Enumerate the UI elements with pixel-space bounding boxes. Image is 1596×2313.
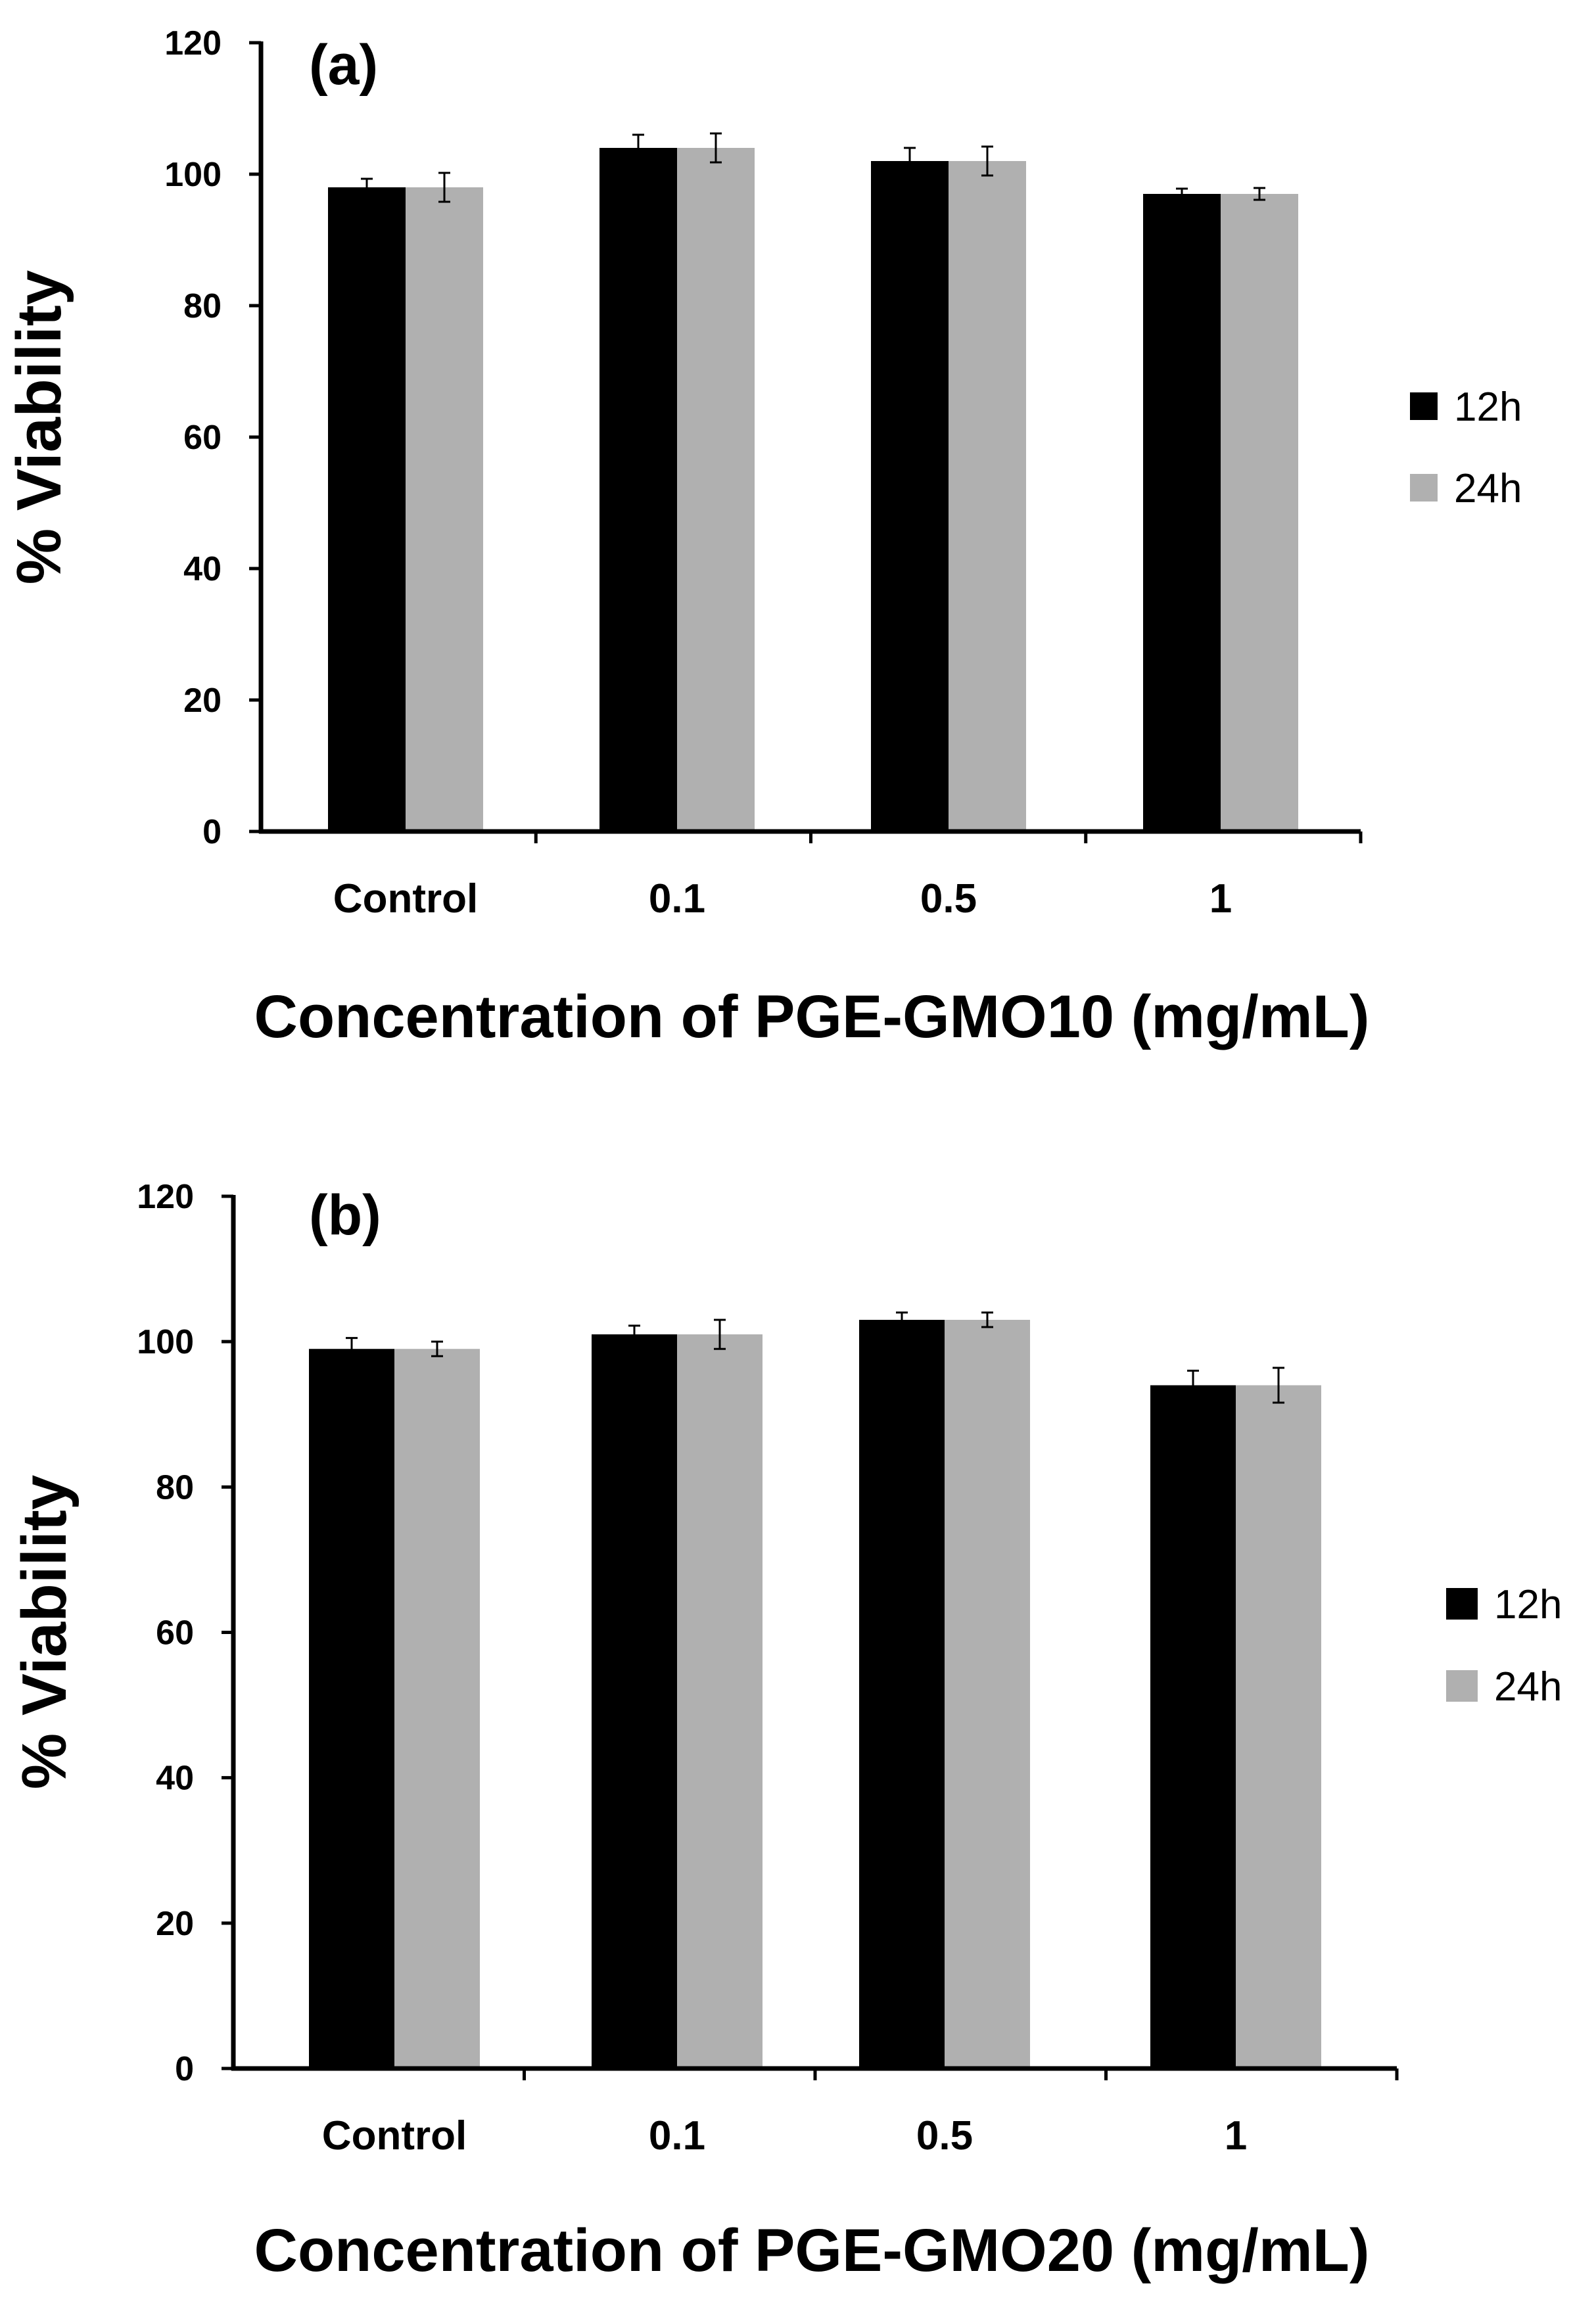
error-bar-24h-0.5 — [981, 145, 993, 177]
legend-label-12h: 12h — [1454, 385, 1522, 430]
bar-24h-Control — [406, 187, 483, 831]
bar-24h-0.5 — [945, 1319, 1030, 2068]
bar-24h-Control — [394, 1349, 480, 2068]
error-bar-12h-0.1 — [628, 1324, 640, 1344]
x-tick-label-Control: Control — [322, 2113, 467, 2159]
bar-12h-0.1 — [599, 148, 677, 831]
y-tick-label-80: 80 — [183, 287, 222, 325]
error-bar-12h-0.1 — [632, 133, 644, 162]
error-bar-12h-0.5 — [904, 147, 916, 175]
legend-label-24h: 24h — [1454, 466, 1522, 511]
y-axis-title: % Viability — [4, 270, 74, 584]
error-bar-24h-1 — [1254, 187, 1265, 201]
legend-label-12h: 12h — [1494, 1582, 1562, 1627]
error-bar-24h-Control — [431, 1340, 443, 1357]
x-tick-label-Control: Control — [333, 876, 478, 922]
x-tick-label-1: 1 — [1209, 876, 1232, 922]
y-tick-label-120: 120 — [137, 1178, 194, 1216]
x-tick-label-0.5: 0.5 — [920, 876, 977, 922]
x-tick-label-0.1: 0.1 — [649, 876, 705, 922]
y-axis-title: % Viability — [9, 1475, 80, 1789]
bar-24h-1 — [1236, 1385, 1321, 2068]
y-tick-label-60: 60 — [183, 419, 222, 457]
error-bar-12h-1 — [1176, 187, 1188, 200]
error-bar-12h-Control — [361, 177, 373, 197]
legend-entry-12h: 12h — [1446, 1582, 1562, 1627]
bar-12h-0.5 — [859, 1319, 945, 2068]
error-bar-24h-Control — [438, 172, 450, 203]
legend-entry-12h: 12h — [1410, 385, 1522, 430]
x-axis-title: Concentration of PGE-GMO10 (mg/mL) — [254, 983, 1370, 1050]
y-tick-label-0: 0 — [175, 2050, 194, 2088]
legend-swatch-12h — [1410, 392, 1438, 420]
error-bar-24h-0.5 — [981, 1311, 993, 1328]
y-tick-label-120: 120 — [164, 24, 222, 62]
x-axis-title: Concentration of PGE-GMO20 (mg/mL) — [254, 2217, 1370, 2284]
bar-12h-1 — [1150, 1385, 1236, 2068]
legend-swatch-24h — [1446, 1670, 1478, 1702]
bar-24h-1 — [1221, 194, 1298, 831]
error-bar-12h-Control — [346, 1337, 358, 1361]
chart-panel-a: 0 20 40 60 80 100 120 Control 0.1 0.5 1 Concentrati… — [4, 24, 1522, 1050]
y-tick-label-40: 40 — [156, 1760, 194, 1798]
legend-swatch-12h — [1446, 1588, 1478, 1620]
panel-label: (b) — [309, 1184, 381, 1247]
panel-label: (a) — [309, 34, 378, 97]
x-tick-label-0.1: 0.1 — [649, 2113, 705, 2159]
bar-12h-1 — [1143, 194, 1221, 831]
x-tick-label-0.5: 0.5 — [916, 2113, 973, 2159]
x-tick-label-1: 1 — [1225, 2113, 1247, 2159]
chart-panel-b: 0 20 40 60 80 100 120 Control 0.1 0.5 1 Concentrati… — [9, 1178, 1562, 2284]
bar-12h-0.1 — [592, 1334, 677, 2068]
bar-24h-0.1 — [677, 148, 755, 831]
bar-24h-0.5 — [949, 161, 1026, 831]
bar-12h-Control — [328, 187, 406, 831]
y-tick-label-20: 20 — [183, 682, 222, 720]
error-bar-24h-1 — [1273, 1367, 1284, 1404]
bar-12h-0.5 — [871, 161, 949, 831]
error-bar-12h-1 — [1187, 1369, 1199, 1401]
y-tick-label-100: 100 — [137, 1323, 194, 1361]
y-tick-label-80: 80 — [156, 1468, 194, 1507]
error-bar-12h-0.5 — [896, 1311, 908, 1328]
legend-label-24h: 24h — [1494, 1664, 1562, 1710]
legend-swatch-24h — [1410, 474, 1438, 502]
bar-12h-Control — [309, 1349, 394, 2068]
legend-entry-24h: 24h — [1446, 1664, 1562, 1710]
y-tick-label-60: 60 — [156, 1614, 194, 1652]
y-tick-label-0: 0 — [202, 813, 222, 851]
error-bar-24h-0.1 — [710, 132, 722, 164]
error-bar-24h-0.1 — [714, 1319, 726, 1350]
legend-entry-24h: 24h — [1410, 466, 1522, 511]
y-tick-label-40: 40 — [183, 550, 222, 588]
y-tick-label-20: 20 — [156, 1905, 194, 1943]
bar-24h-0.1 — [677, 1334, 763, 2068]
y-tick-label-100: 100 — [164, 156, 222, 194]
